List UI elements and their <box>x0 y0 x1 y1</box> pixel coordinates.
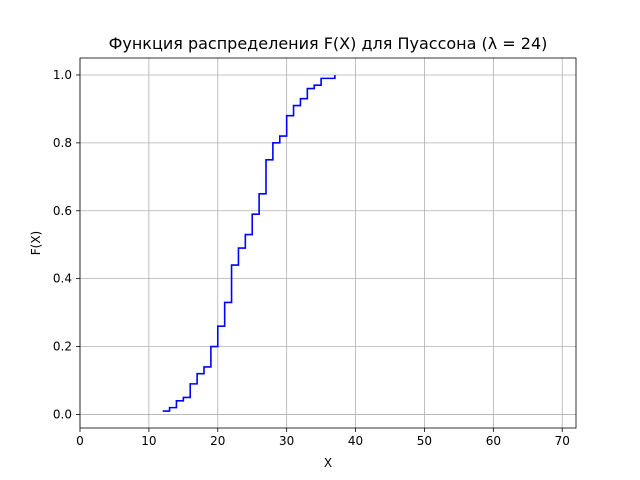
chart-title: Функция распределения F(X) для Пуассона … <box>109 34 548 53</box>
plot-frame <box>79 57 577 429</box>
y-tick-label: 0.8 <box>53 136 72 150</box>
x-tick-label: 40 <box>348 434 363 448</box>
y-tick-label: 0.2 <box>53 340 72 354</box>
y-tick-label: 0.6 <box>53 204 72 218</box>
grid <box>79 58 576 428</box>
x-axis-label: X <box>324 456 332 470</box>
x-tick-label: 30 <box>279 434 294 448</box>
x-tick-label: 20 <box>210 434 225 448</box>
y-tick-label: 0.0 <box>53 407 72 421</box>
ticks: 0 10 20 30 40 50 60 70 0.0 0.2 0.4 0.6 0.8 1.0 <box>53 68 570 448</box>
x-tick-label: 60 <box>486 434 501 448</box>
x-tick-label: 10 <box>141 434 156 448</box>
series-layer <box>162 74 336 412</box>
x-tick-label: 70 <box>555 434 570 448</box>
y-axis-label: F(X) <box>29 231 43 256</box>
x-tick-label: 50 <box>417 434 432 448</box>
y-tick-label: 0.4 <box>53 272 72 286</box>
x-tick-label: 0 <box>76 434 84 448</box>
cdf-step-line <box>162 74 336 412</box>
y-tick-label: 1.0 <box>53 68 72 82</box>
